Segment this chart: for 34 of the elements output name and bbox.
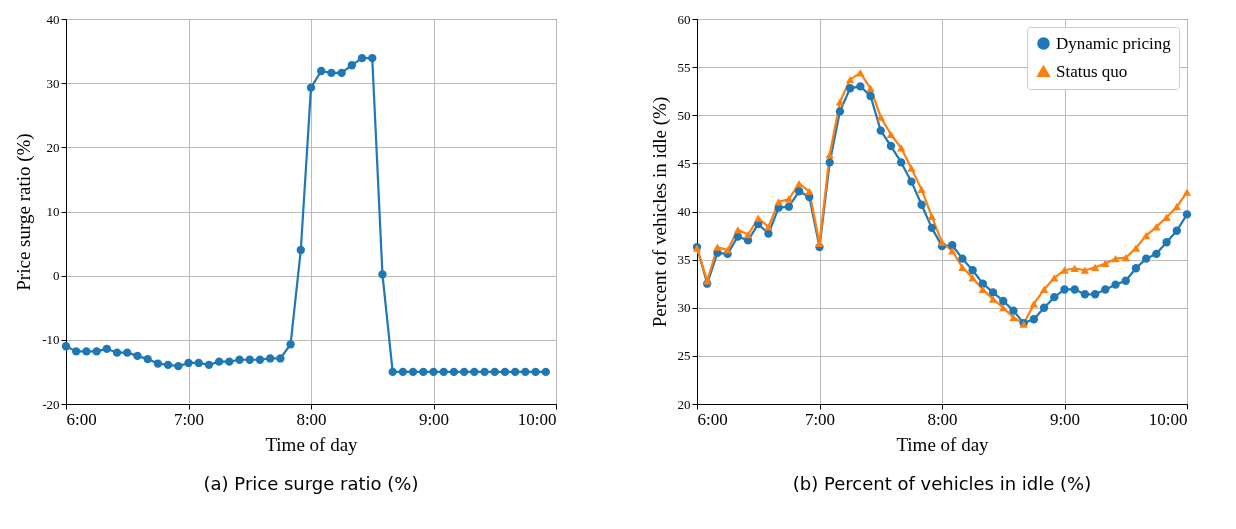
x-tick-label: 7:00: [173, 409, 205, 429]
y-tick-label: 30: [677, 300, 691, 316]
text: (a) Price surge ratio (%): [203, 473, 419, 494]
x-axis-title: Time of day: [265, 433, 359, 455]
y-tick-label: 55: [677, 59, 691, 75]
y-tick-label: 40: [677, 204, 691, 219]
y-tick-label: 60: [677, 11, 691, 27]
x-axis-title: Time of day: [896, 433, 990, 455]
x-tick-label: 10:00: [1148, 409, 1188, 429]
x-tick-label: 9:00: [418, 409, 450, 429]
y-tick-label: 45: [677, 155, 691, 171]
legend-label: Dynamic pricing: [1056, 33, 1172, 53]
x-tick-label: 7:00: [804, 409, 836, 429]
y-tick-label: 30: [46, 75, 60, 91]
y-tick-label: 40: [46, 11, 60, 27]
y-axis-title: Percent of vehicles in idle (%): [648, 96, 671, 328]
x-tick-label: 8:00: [296, 409, 327, 429]
y-tick-label: 50: [677, 107, 691, 123]
x-tick-label: 8:00: [927, 409, 958, 429]
y-tick-label: 25: [677, 348, 691, 364]
y-tick-label: -10: [42, 332, 60, 348]
x-tick-label: 6:00: [697, 409, 728, 429]
y-tick-label: -20: [42, 396, 60, 412]
legend-label: Status quo: [1056, 61, 1128, 81]
y-tick-label: 10: [46, 204, 60, 219]
y-tick-label: 20: [677, 396, 691, 412]
y-tick-label: 20: [46, 139, 60, 155]
x-tick-label: 10:00: [517, 409, 557, 429]
y-tick-label: 35: [677, 252, 691, 268]
y-tick-label: 0: [53, 268, 60, 284]
y-axis-title: Price surge ratio (%): [13, 133, 36, 291]
text: (b) Percent of vehicles in idle (%): [792, 473, 1092, 494]
x-tick-label: 6:00: [66, 409, 97, 429]
x-tick-label: 9:00: [1049, 409, 1081, 429]
